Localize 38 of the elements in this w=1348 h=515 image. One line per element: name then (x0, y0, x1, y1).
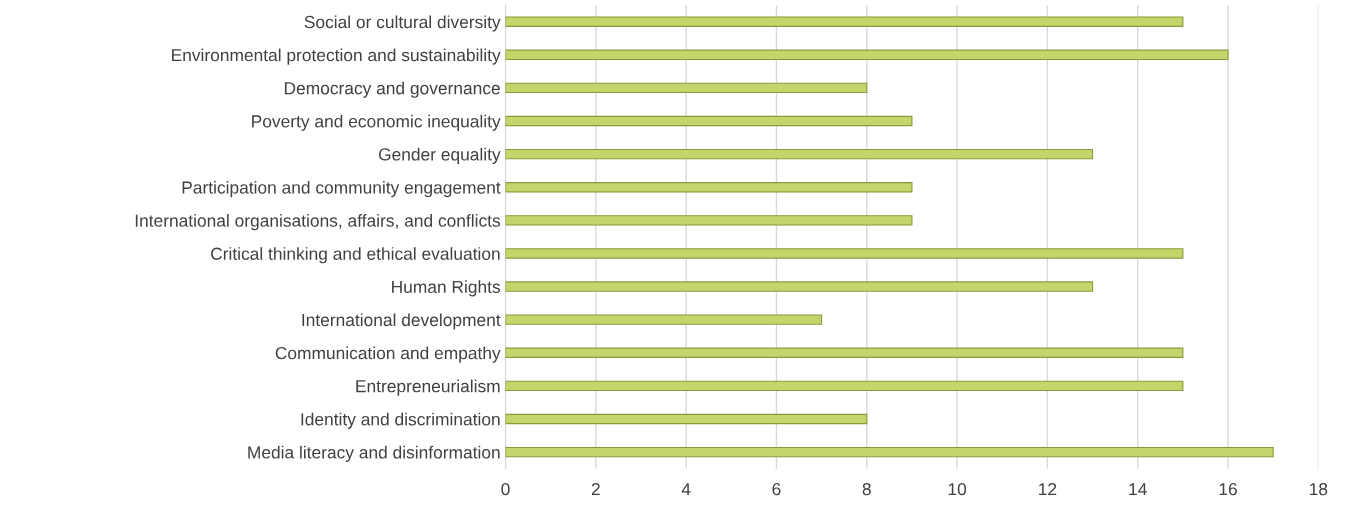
x-tick-label: 18 (1310, 483, 1328, 496)
x-tick-label: 14 (1129, 483, 1147, 496)
y-tick-label: Human Rights (392, 280, 501, 297)
y-tick-label: Poverty and economic inequality (252, 114, 501, 131)
bar (505, 380, 1184, 392)
bar (505, 248, 1184, 259)
x-tick-label: 12 (1039, 483, 1057, 496)
bar (505, 148, 1094, 160)
x-tick-label: 0 (501, 483, 510, 496)
bar (505, 49, 1229, 61)
bar (505, 446, 1274, 458)
x-tick-label: 16 (1219, 483, 1237, 496)
y-tick-label: International development (302, 313, 501, 330)
bar (505, 215, 913, 226)
y-tick-label: Democracy and governance (284, 81, 500, 98)
y-tick-label: Social or cultural diversity (304, 15, 501, 32)
x-tick-label: 4 (681, 483, 691, 496)
bar (505, 82, 868, 94)
bar (505, 281, 1094, 292)
y-tick-label: Gender equality (378, 147, 501, 165)
x-tick-label: 6 (772, 483, 781, 496)
bar (505, 182, 913, 193)
y-tick-label: Communication and empathy (275, 346, 501, 363)
y-tick-label: Media literacy and disinformation (248, 445, 500, 462)
bar (505, 314, 823, 325)
x-tick-label: 8 (862, 483, 871, 496)
bar (505, 347, 1184, 358)
y-tick-label: Environmental protection and sustainability (172, 48, 501, 65)
bar (505, 16, 1184, 27)
y-tick-label: Entrepreneurialism (356, 379, 500, 396)
x-tick-label: 10 (948, 483, 967, 496)
x-tick-label: 2 (591, 483, 600, 496)
y-tick-label: International organisations, affairs, and conflicts (135, 214, 501, 231)
y-tick-label: Identity and discrimination (301, 412, 500, 429)
y-tick-label: Critical thinking and ethical evaluation (211, 247, 500, 264)
y-tick-label: Participation and community engagement (182, 180, 501, 198)
bar (505, 115, 913, 127)
bar (505, 413, 868, 425)
